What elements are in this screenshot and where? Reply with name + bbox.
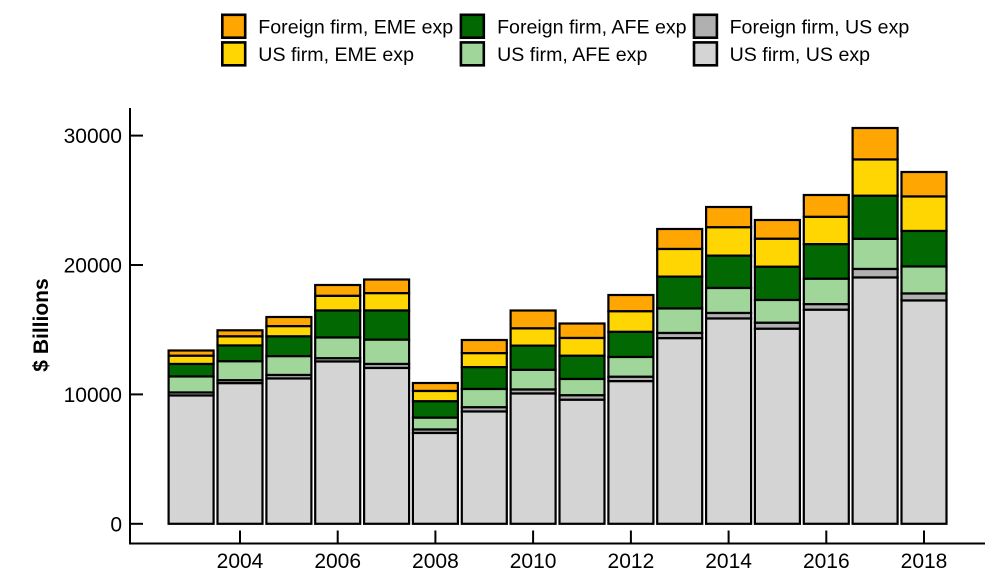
svg-text:2012: 2012 — [608, 550, 655, 573]
svg-text:Foreign firm, EME exp: Foreign firm, EME exp — [258, 17, 453, 39]
svg-text:20000: 20000 — [64, 255, 122, 278]
svg-text:0: 0 — [110, 513, 122, 536]
svg-text:Foreign firm, US exp: Foreign firm, US exp — [730, 17, 910, 39]
svg-text:$ Billions: $ Billions — [30, 278, 53, 371]
svg-text:2014: 2014 — [705, 550, 752, 573]
svg-text:2008: 2008 — [412, 550, 459, 573]
svg-text:US firm, US exp: US firm, US exp — [730, 44, 871, 66]
svg-text:Foreign firm, AFE exp: Foreign firm, AFE exp — [497, 17, 687, 39]
svg-text:2006: 2006 — [314, 550, 361, 573]
svg-text:10000: 10000 — [64, 384, 122, 407]
svg-text:30000: 30000 — [64, 125, 122, 148]
svg-text:US firm, EME exp: US firm, EME exp — [258, 44, 414, 66]
svg-text:US firm, AFE exp: US firm, AFE exp — [497, 44, 647, 66]
svg-text:2018: 2018 — [901, 550, 948, 573]
svg-text:2010: 2010 — [510, 550, 557, 573]
svg-text:2004: 2004 — [217, 550, 264, 573]
svg-text:2016: 2016 — [803, 550, 850, 573]
